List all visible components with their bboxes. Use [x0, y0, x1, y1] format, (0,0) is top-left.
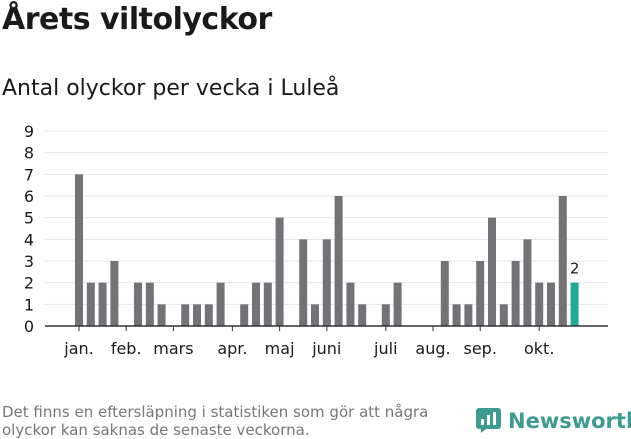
bar	[252, 282, 260, 326]
bar-current-week	[570, 282, 579, 326]
bar	[204, 304, 213, 326]
bar	[311, 304, 319, 326]
statistics-lag-note: Det finns en eftersläpning i statistiken…	[2, 403, 429, 439]
y-tick-label: 0	[24, 317, 34, 336]
x-tick-label: juli	[373, 339, 397, 358]
bar	[558, 196, 567, 326]
bar	[181, 304, 190, 326]
bar	[334, 196, 343, 326]
bar	[98, 282, 107, 326]
chart-subtitle: Antal olyckor per vecka i Luleå	[2, 76, 340, 101]
y-tick-label: 1	[24, 295, 34, 314]
bar	[193, 304, 201, 326]
y-tick-label: 6	[24, 187, 34, 206]
bar	[216, 282, 225, 326]
y-tick-label: 9	[24, 122, 34, 141]
bar	[134, 282, 142, 326]
x-tick-label: feb.	[111, 339, 142, 358]
bar	[476, 261, 485, 326]
y-tick-label: 8	[24, 144, 34, 163]
x-tick-label: juni	[311, 339, 341, 358]
bar	[535, 282, 544, 326]
bar	[488, 217, 496, 326]
bar	[511, 261, 520, 326]
bar	[275, 217, 284, 326]
bar	[464, 304, 473, 326]
x-tick-label: maj	[265, 339, 295, 358]
bar	[240, 304, 249, 326]
weekly-accidents-bar-chart: 0 1 2 3 4 5 6 7 8 9 2 jan. feb. mars apr. maj juni juli au…	[24, 122, 608, 358]
bar	[440, 261, 449, 326]
bar	[157, 304, 166, 326]
bar	[263, 282, 272, 326]
bar	[393, 282, 402, 326]
bar	[547, 282, 555, 326]
bar	[381, 304, 390, 326]
x-tick-label: sep.	[463, 339, 496, 358]
x-tick-label: apr.	[217, 339, 247, 358]
bar	[523, 239, 532, 326]
bar	[358, 304, 367, 326]
y-tick-label: 5	[24, 209, 34, 228]
bar	[346, 282, 355, 326]
y-tick-label: 2	[24, 274, 34, 293]
bar	[452, 304, 461, 326]
newsworthy-logo-icon	[476, 408, 501, 433]
bar	[110, 261, 119, 326]
y-tick-label: 4	[24, 230, 34, 249]
bar	[322, 239, 331, 326]
bar	[75, 174, 83, 326]
y-tick-label: 3	[24, 252, 34, 271]
bar	[145, 282, 154, 326]
bar	[299, 239, 308, 326]
newsworthy-brand[interactable]: Newsworthy	[476, 408, 631, 433]
chart-title: Årets viltolyckor	[2, 2, 272, 37]
x-tick-label: okt.	[524, 339, 554, 358]
bar	[499, 304, 508, 326]
x-tick-label: jan.	[63, 339, 93, 358]
bar	[86, 282, 95, 326]
x-tick-label: mars	[153, 339, 193, 358]
brand-name: Newsworthy	[508, 408, 631, 433]
y-tick-label: 7	[24, 165, 34, 184]
x-tick-label: aug.	[415, 339, 450, 358]
data-label-current-week: 2	[570, 260, 580, 278]
